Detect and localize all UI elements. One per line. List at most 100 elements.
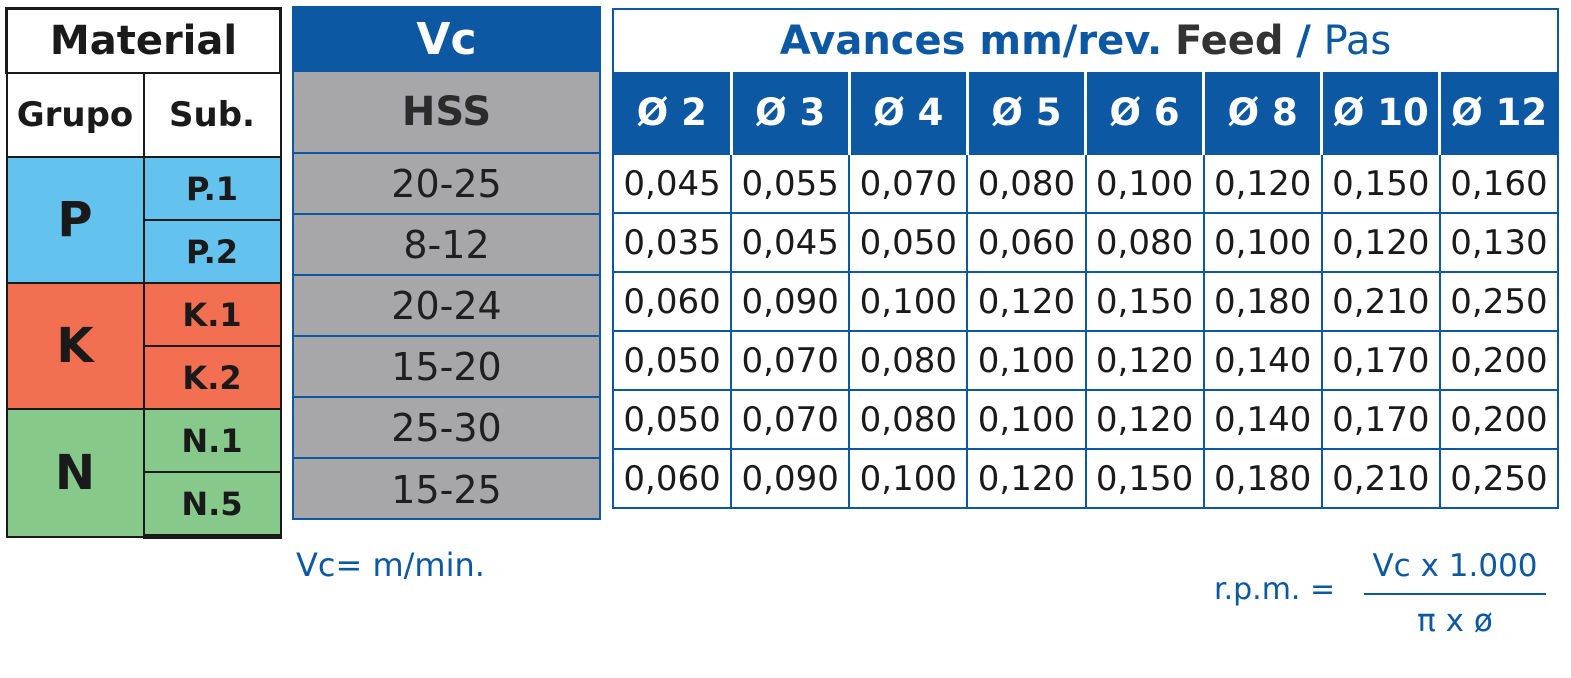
feed-title-french: Pas bbox=[1323, 18, 1392, 64]
group-column-header: Grupo bbox=[5, 72, 145, 158]
feed-cell: 0,100 bbox=[966, 389, 1087, 450]
feed-cell: 0,130 bbox=[1438, 212, 1560, 273]
diameter-header: Ø 2 bbox=[611, 72, 733, 154]
material-sub-p-2: P.2 bbox=[142, 219, 282, 284]
feed-cell: 0,150 bbox=[1084, 448, 1205, 509]
rpm-label: r.p.m. = bbox=[1214, 572, 1336, 607]
feed-cell: 0,140 bbox=[1202, 389, 1323, 450]
feed-title-english: Feed bbox=[1174, 18, 1284, 64]
feed-cell: 0,250 bbox=[1438, 448, 1560, 509]
feed-cell: 0,080 bbox=[966, 152, 1087, 214]
feed-cell: 0,200 bbox=[1438, 389, 1560, 450]
material-sub-p-1: P.1 bbox=[142, 156, 282, 221]
vc-value: 20-24 bbox=[294, 276, 599, 337]
material-sub-n-1: N.1 bbox=[142, 408, 282, 473]
feed-title: Avances mm/rev. Feed / Pas bbox=[612, 8, 1559, 72]
material-row: K K.1 bbox=[5, 282, 282, 410]
material-table: Material Grupo Sub. P P.1 P.2 K K.1 K.2 N N.1 N.… bbox=[5, 7, 282, 539]
feed-cell: 0,120 bbox=[1084, 389, 1205, 450]
feed-cell: 0,070 bbox=[730, 330, 851, 391]
material-row: P P.1 bbox=[5, 156, 282, 284]
material-sub-k-1: K.1 bbox=[142, 282, 282, 347]
material-group-k: K bbox=[5, 282, 145, 410]
feed-cell: 0,120 bbox=[966, 271, 1087, 332]
feed-row: 0,035 0,045 0,050 0,060 0,080 0,100 0,120 0,130 bbox=[611, 212, 1560, 273]
feed-cell: 0,045 bbox=[611, 152, 733, 214]
feed-cell: 0,120 bbox=[1320, 212, 1441, 273]
feed-cell: 0,200 bbox=[1438, 330, 1560, 391]
feed-cell: 0,100 bbox=[848, 271, 969, 332]
feed-cell: 0,150 bbox=[1320, 152, 1441, 214]
feed-cell: 0,210 bbox=[1320, 271, 1441, 332]
rpm-numerator: Vc x 1.000 bbox=[1372, 548, 1538, 584]
feed-cell: 0,180 bbox=[1202, 448, 1323, 509]
feed-cell: 0,120 bbox=[1202, 152, 1323, 214]
feed-cell: 0,100 bbox=[1202, 212, 1323, 273]
material-sub-n-5: N.5 bbox=[142, 471, 282, 539]
diameter-header: Ø 4 bbox=[847, 72, 969, 154]
feed-row: 0,045 0,055 0,070 0,080 0,100 0,120 0,150 0,160 bbox=[611, 152, 1560, 214]
feed-cell: 0,080 bbox=[848, 330, 969, 391]
rpm-denominator: π x ø bbox=[1417, 603, 1493, 639]
feed-cell: 0,060 bbox=[611, 271, 733, 332]
rpm-formula: r.p.m. = Vc x 1.000 π x ø bbox=[1214, 548, 1554, 643]
sub-column-header: Sub. bbox=[142, 72, 282, 158]
vc-value: 25-30 bbox=[294, 398, 599, 459]
material-row: K.2 bbox=[7, 345, 282, 410]
feed-cell: 0,035 bbox=[611, 212, 733, 273]
feed-cell: 0,090 bbox=[730, 448, 851, 509]
feed-cell: 0,100 bbox=[966, 330, 1087, 391]
feed-cell: 0,170 bbox=[1320, 330, 1441, 391]
feed-row: 0,050 0,070 0,080 0,100 0,120 0,140 0,170 0,200 bbox=[611, 330, 1560, 391]
feed-cell: 0,140 bbox=[1202, 330, 1323, 391]
vc-value: 8-12 bbox=[294, 215, 599, 276]
feed-cell: 0,050 bbox=[611, 389, 733, 450]
material-group-p: P bbox=[5, 156, 145, 284]
feed-cell: 0,120 bbox=[966, 448, 1087, 509]
feed-cell: 0,210 bbox=[1320, 448, 1441, 509]
feed-cell: 0,050 bbox=[611, 330, 733, 391]
feed-cell: 0,060 bbox=[966, 212, 1087, 273]
material-header: Material bbox=[5, 7, 282, 74]
feed-cell: 0,100 bbox=[848, 448, 969, 509]
vc-value: 15-25 bbox=[391, 467, 502, 512]
feed-cell: 0,090 bbox=[730, 271, 851, 332]
hss-header: HSS bbox=[294, 70, 599, 154]
feed-cell: 0,100 bbox=[1084, 152, 1205, 214]
feed-cell: 0,070 bbox=[848, 152, 969, 214]
vc-value: 20-25 bbox=[294, 154, 599, 215]
feed-row: 0,060 0,090 0,100 0,120 0,150 0,180 0,210 0,250 bbox=[611, 271, 1560, 332]
vc-values: 20-25 8-12 20-24 15-20 25-30 15-25 bbox=[294, 154, 599, 520]
feed-cell: 0,170 bbox=[1320, 389, 1441, 450]
fraction-bar bbox=[1364, 593, 1546, 595]
diameter-header: Ø 10 bbox=[1320, 72, 1442, 154]
diameter-header: Ø 3 bbox=[729, 72, 851, 154]
material-sub-k-2: K.2 bbox=[142, 345, 282, 410]
vc-table: Vc HSS 20-25 8-12 20-24 15-20 25-30 15-25 bbox=[292, 6, 601, 520]
material-row: P.2 bbox=[7, 219, 282, 284]
diameter-header: Ø 5 bbox=[965, 72, 1088, 154]
diameter-header: Ø 12 bbox=[1438, 72, 1560, 154]
material-row: N.5 bbox=[7, 471, 282, 539]
feed-row: 0,050 0,070 0,080 0,100 0,120 0,140 0,170 0,200 bbox=[611, 389, 1560, 450]
feed-cell: 0,050 bbox=[848, 212, 969, 273]
feed-cell: 0,045 bbox=[730, 212, 851, 273]
vc-value: 15-20 bbox=[294, 337, 599, 398]
feed-cell: 0,055 bbox=[730, 152, 851, 214]
diameter-header: Ø 8 bbox=[1202, 72, 1324, 154]
feed-cell: 0,250 bbox=[1438, 271, 1560, 332]
feed-cell: 0,150 bbox=[1084, 271, 1205, 332]
vc-header: Vc bbox=[294, 8, 599, 70]
vc-unit-note: Vc= m/min. bbox=[296, 546, 485, 584]
feed-cell: 0,120 bbox=[1084, 330, 1205, 391]
diameter-header: Ø 6 bbox=[1083, 72, 1206, 154]
feed-cell: 0,060 bbox=[611, 448, 733, 509]
feed-cell: 0,160 bbox=[1438, 152, 1560, 214]
feed-cell: 0,070 bbox=[730, 389, 851, 450]
feed-cell: 0,080 bbox=[848, 389, 969, 450]
feed-row: 0,060 0,090 0,100 0,120 0,150 0,180 0,210 0,250 bbox=[611, 448, 1560, 509]
material-group-n: N bbox=[5, 408, 145, 538]
feed-cell: 0,180 bbox=[1202, 271, 1323, 332]
